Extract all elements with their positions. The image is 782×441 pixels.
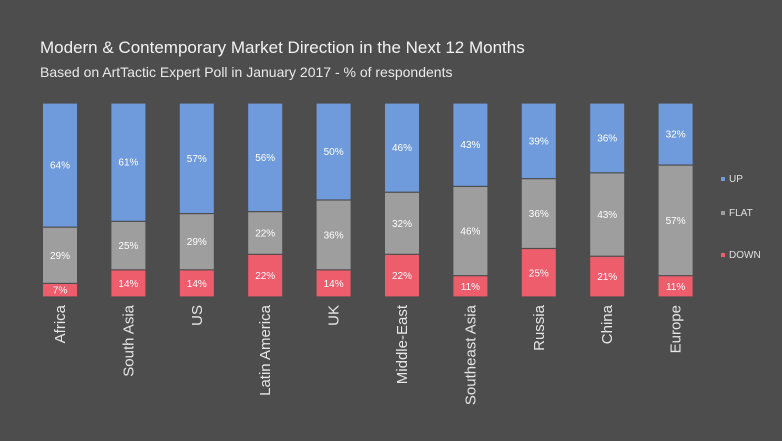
category-label-us: US — [189, 305, 206, 326]
bar-south-asia-down — [111, 270, 146, 297]
category-label-africa: Africa — [52, 304, 69, 343]
value-label-us-flat: 29% — [187, 237, 207, 248]
value-label-uk-up: 50% — [324, 147, 344, 158]
value-label-africa-flat: 29% — [50, 251, 70, 262]
bar-middle-east-down — [385, 254, 419, 297]
bars-group: 7% 29% 64% 14% 25% 61% 14% 29% 57% 22% 22% 56% 14% 36… — [43, 103, 693, 297]
legend-label-down: DOWN — [729, 250, 761, 261]
legend-swatch-flat — [721, 211, 725, 215]
legend-swatch-up — [721, 177, 725, 181]
value-label-middle-east-flat: 32% — [392, 219, 412, 230]
category-label-middle-east: Middle-East — [394, 304, 411, 384]
value-label-china-flat: 43% — [597, 210, 617, 221]
value-label-europe-up: 32% — [666, 130, 686, 141]
value-label-south-asia-up: 61% — [118, 158, 138, 169]
value-label-us-up: 57% — [187, 154, 207, 165]
value-label-south-asia-down: 14% — [118, 279, 138, 290]
bar-uk-down — [316, 270, 351, 297]
category-labels: Africa South Asia US Latin America UK Middle-… — [52, 304, 685, 405]
legend-swatch-down — [721, 253, 725, 257]
value-label-china-down: 21% — [597, 272, 617, 283]
value-label-uk-down: 14% — [324, 279, 344, 290]
chart-title: Modern & Contemporary Market Direction i… — [40, 38, 525, 57]
bar-latin-america-flat — [248, 212, 283, 254]
bar-latin-america-up — [248, 103, 283, 212]
category-label-russia: Russia — [531, 304, 548, 351]
value-label-middle-east-up: 46% — [392, 143, 412, 154]
value-label-uk-flat: 36% — [324, 230, 344, 241]
bar-russia-flat — [521, 179, 556, 248]
bar-us-down — [179, 270, 214, 297]
chart-subtitle: Based on ArtTactic Expert Poll in Januar… — [40, 64, 452, 80]
bar-africa-up — [43, 103, 77, 227]
bar-europe-down — [658, 276, 693, 297]
bar-middle-east-up — [385, 103, 419, 192]
bar-latin-america-down — [248, 254, 283, 297]
value-label-southeast-asia-down: 11% — [461, 282, 480, 293]
category-label-latin-america: Latin America — [257, 304, 274, 396]
bar-south-asia-up — [111, 103, 146, 221]
bar-southeast-asia-down — [453, 276, 488, 297]
bar-russia-up — [521, 103, 556, 179]
bar-china-flat — [590, 173, 625, 256]
value-label-latin-america-flat: 22% — [255, 228, 275, 239]
value-label-southeast-asia-flat: 46% — [460, 227, 480, 238]
bar-south-asia-flat — [111, 221, 146, 270]
bar-southeast-asia-flat — [453, 187, 488, 276]
bar-russia-down — [521, 249, 556, 297]
value-label-latin-america-up: 56% — [255, 153, 275, 164]
value-label-russia-down: 25% — [529, 268, 549, 279]
bar-china-down — [590, 256, 625, 297]
bar-uk-up — [316, 103, 351, 200]
bar-africa-down — [43, 284, 77, 297]
bar-southeast-asia-up — [453, 103, 488, 186]
value-label-us-down: 14% — [187, 279, 207, 290]
value-label-south-asia-flat: 25% — [118, 241, 138, 252]
value-label-china-up: 36% — [597, 133, 617, 144]
bar-us-flat — [179, 214, 214, 270]
bar-europe-up — [658, 103, 693, 165]
value-label-europe-flat: 57% — [666, 216, 686, 227]
value-label-middle-east-down: 22% — [392, 271, 412, 282]
bar-uk-flat — [316, 200, 351, 270]
value-label-russia-up: 39% — [529, 136, 549, 147]
bar-africa-flat — [43, 227, 77, 283]
legend-label-up: UP — [729, 174, 743, 185]
value-label-europe-down: 11% — [666, 282, 685, 293]
value-label-southeast-asia-up: 43% — [460, 140, 480, 151]
category-label-europe: Europe — [668, 305, 685, 353]
value-label-africa-down: 7% — [53, 286, 68, 297]
category-label-china: China — [599, 304, 616, 344]
bar-china-up — [590, 103, 625, 173]
value-label-africa-up: 64% — [50, 161, 70, 172]
bar-middle-east-flat — [385, 192, 419, 254]
category-label-uk: UK — [326, 305, 343, 326]
category-label-south-asia: South Asia — [120, 304, 137, 376]
legend: UP FLAT DOWN — [721, 174, 761, 261]
category-label-southeast-asia: Southeast Asia — [462, 304, 479, 405]
value-label-russia-flat: 36% — [529, 209, 549, 220]
bar-europe-flat — [658, 165, 693, 276]
legend-label-flat: FLAT — [729, 208, 753, 219]
bar-us-up — [179, 103, 214, 213]
value-label-latin-america-down: 22% — [255, 271, 275, 282]
